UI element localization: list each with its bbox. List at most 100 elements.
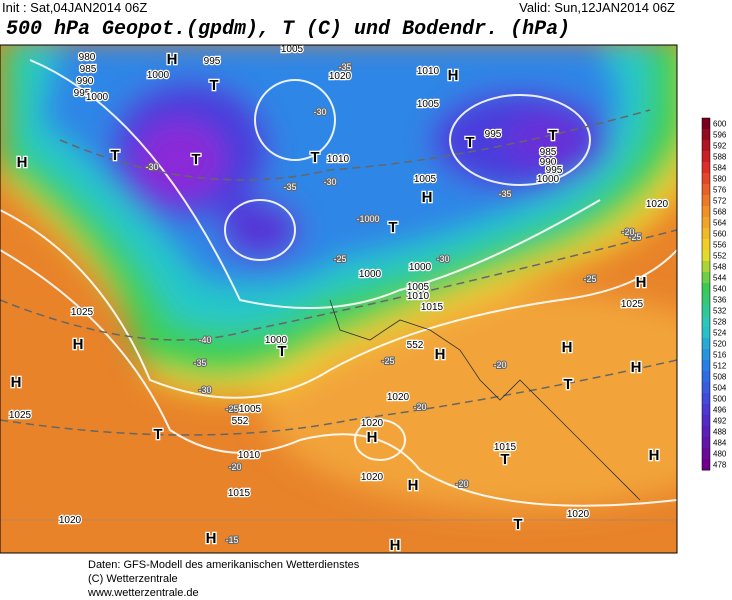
colorbar-label: 588 bbox=[713, 153, 727, 162]
isobar-label: 1000 bbox=[409, 262, 432, 273]
colorbar-label: 548 bbox=[713, 263, 727, 272]
isobar-label: 1015 bbox=[494, 442, 517, 453]
temperature-label: -25 bbox=[381, 356, 394, 366]
isobar-label: 1020 bbox=[387, 392, 410, 403]
isobar-label: 1010 bbox=[327, 154, 350, 165]
pressure-center: T bbox=[110, 147, 119, 164]
colorbar-label: 524 bbox=[713, 329, 727, 338]
pressure-center: H bbox=[73, 336, 84, 353]
colorbar-swatch bbox=[702, 382, 710, 394]
colorbar-swatch bbox=[702, 283, 710, 295]
colorbar-swatch bbox=[702, 118, 710, 130]
pressure-center: H bbox=[422, 189, 433, 206]
isobar-label: 995 bbox=[485, 129, 502, 140]
colorbar-label: 516 bbox=[713, 351, 727, 360]
colorbar-swatch bbox=[702, 206, 710, 218]
temperature-label: -25 bbox=[333, 254, 346, 264]
colorbar-frame bbox=[701, 117, 711, 471]
temperature-label: -30 bbox=[145, 162, 158, 172]
colorbar-swatch bbox=[702, 327, 710, 339]
pressure-center: H bbox=[631, 359, 642, 376]
colorbar-label: 528 bbox=[713, 318, 727, 327]
temperature-label: -30 bbox=[323, 177, 336, 187]
colorbar-label: 576 bbox=[713, 186, 727, 195]
pressure-center: T bbox=[310, 149, 319, 166]
isobar-label: 1015 bbox=[228, 488, 251, 499]
temperature-label: -35 bbox=[498, 189, 511, 199]
colorbar-label: 556 bbox=[713, 241, 727, 250]
pressure-center: T bbox=[209, 77, 218, 94]
temperature-label: -25 bbox=[583, 274, 596, 284]
temperature-label: -15 bbox=[225, 535, 238, 545]
temperature-label: -20 bbox=[228, 462, 241, 472]
colorbar-swatch bbox=[702, 162, 710, 174]
isobar-label: 1000 bbox=[265, 335, 288, 346]
temperature-label: -35 bbox=[338, 62, 351, 72]
colorbar-swatch bbox=[702, 140, 710, 152]
footer-line: (C) Wetterzentrale bbox=[88, 573, 178, 585]
colorbar-label: 508 bbox=[713, 373, 727, 382]
colorbar-swatch bbox=[702, 184, 710, 196]
footer-line: www.wetterzentrale.de bbox=[87, 587, 199, 599]
pressure-center: T bbox=[513, 516, 522, 533]
colorbar-label: 496 bbox=[713, 406, 727, 415]
colorbar-label: 584 bbox=[713, 164, 727, 173]
isobar-label: 985 bbox=[540, 147, 557, 158]
temperature-label: -35 bbox=[193, 358, 206, 368]
colorbar-swatch bbox=[702, 195, 710, 207]
colorbar-label: 520 bbox=[713, 340, 727, 349]
colorbar-swatch bbox=[702, 217, 710, 229]
colorbar-swatch bbox=[702, 448, 710, 460]
colorbar-label: 484 bbox=[713, 439, 727, 448]
isobar-label: 985 bbox=[80, 64, 97, 75]
pressure-center: H bbox=[17, 154, 28, 171]
temperature-label: -35 bbox=[283, 182, 296, 192]
isobar-label: 1025 bbox=[621, 299, 644, 310]
isobar-label: 1020 bbox=[361, 472, 384, 483]
colorbar-swatch bbox=[702, 228, 710, 240]
pressure-center: T bbox=[153, 426, 162, 443]
pressure-center: H bbox=[636, 274, 647, 291]
isobar-label: 1005 bbox=[407, 282, 430, 293]
pressure-center: H bbox=[649, 447, 660, 464]
isobar-label: 995 bbox=[546, 165, 563, 176]
pressure-center: T bbox=[277, 343, 286, 360]
colorbar-label: 540 bbox=[713, 285, 727, 294]
isobar-label: 1000 bbox=[147, 70, 170, 81]
isobar-label: 1020 bbox=[59, 515, 82, 526]
colorbar-label: 568 bbox=[713, 208, 727, 217]
temperature-label: -20 bbox=[621, 227, 634, 237]
isobar-label: 1005 bbox=[417, 99, 440, 110]
temperature-label: -25 bbox=[225, 404, 238, 414]
isobar-label: 1005 bbox=[281, 44, 304, 55]
isobar-label: 1025 bbox=[71, 307, 94, 318]
isobar-label: 1010 bbox=[407, 291, 430, 302]
colorbar-swatch bbox=[702, 393, 710, 405]
isobar-label: 1020 bbox=[567, 509, 590, 520]
colorbar-label: 544 bbox=[713, 274, 727, 283]
init-time: Init : Sat,04JAN2014 06Z bbox=[2, 0, 147, 15]
temperature-label: -30 bbox=[436, 254, 449, 264]
pressure-center: H bbox=[367, 429, 378, 446]
colorbar-label: 552 bbox=[713, 252, 727, 261]
pressure-center: T bbox=[563, 376, 572, 393]
colorbar-label: 592 bbox=[713, 142, 727, 151]
isobar-label: 1010 bbox=[238, 450, 261, 461]
isobar-label: 552 bbox=[232, 416, 249, 427]
colorbar-label: 532 bbox=[713, 307, 727, 316]
colorbar-swatch bbox=[702, 305, 710, 317]
temperature-label: -20 bbox=[493, 360, 506, 370]
isobar-label: 980 bbox=[79, 52, 96, 63]
valid-time: Valid: Sun,12JAN2014 06Z bbox=[519, 0, 675, 15]
isobar-label: 552 bbox=[407, 340, 424, 351]
colorbar-swatch bbox=[702, 415, 710, 427]
temperature-label: -1000 bbox=[356, 214, 379, 224]
colorbar-label: 580 bbox=[713, 175, 727, 184]
colorbar-label: 536 bbox=[713, 296, 727, 305]
colorbar-label: 480 bbox=[713, 450, 727, 459]
pressure-center: H bbox=[562, 339, 573, 356]
colorbar-swatch bbox=[702, 294, 710, 306]
